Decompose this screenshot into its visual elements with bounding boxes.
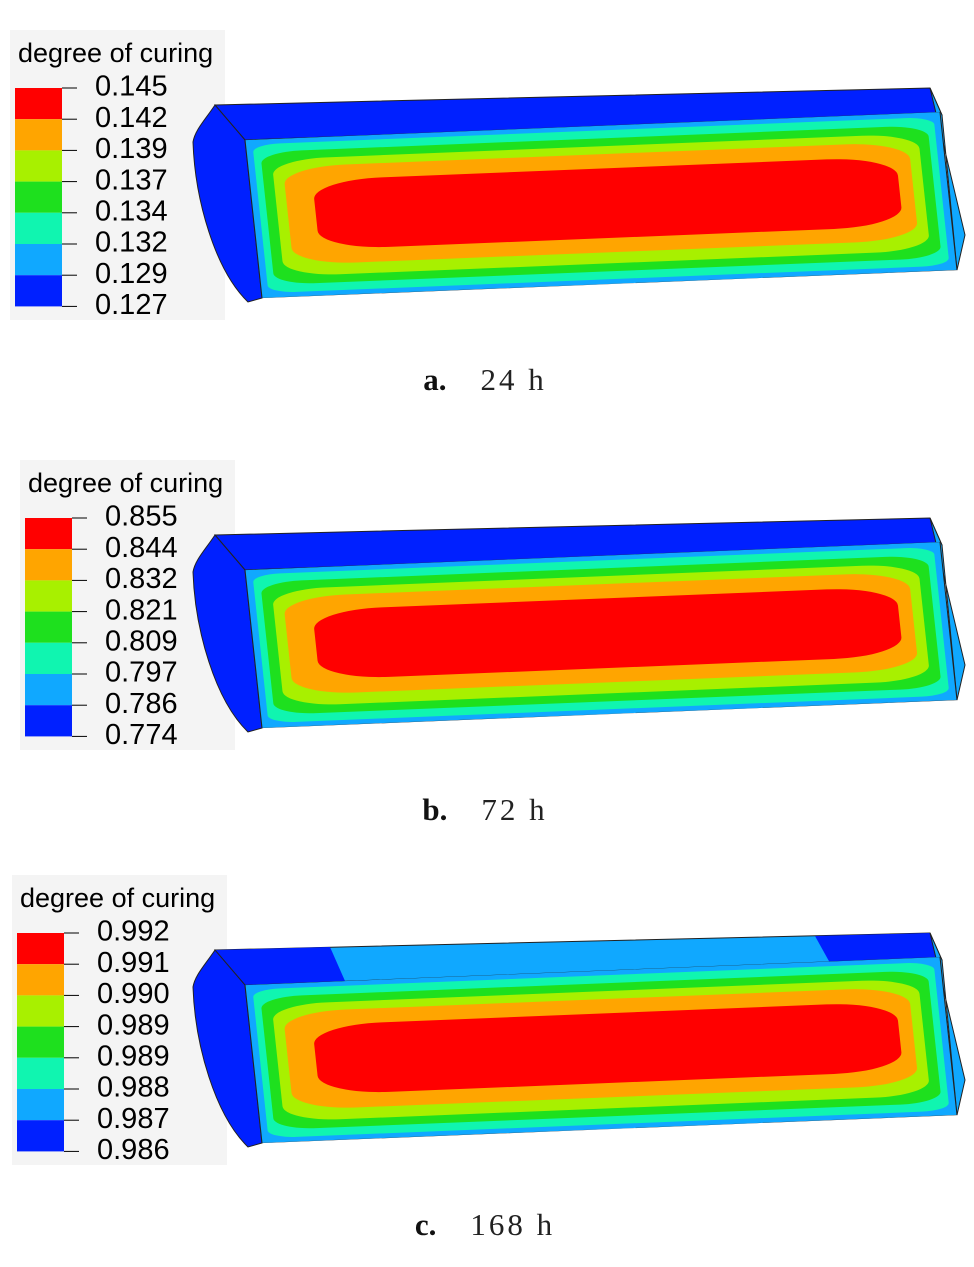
legend-band	[15, 181, 62, 213]
contour-band	[314, 1004, 902, 1093]
legend-label: 0.809	[105, 625, 178, 657]
legend-band	[25, 580, 72, 612]
panel: degree of curing0.9920.9910.9900.9890.98…	[12, 875, 966, 1242]
caption-spacer	[447, 792, 481, 827]
end-cap	[192, 104, 263, 303]
legend-band	[25, 611, 72, 643]
face-outline	[244, 541, 958, 729]
legend-band	[15, 275, 62, 307]
legend-label: 0.134	[95, 195, 168, 227]
legend-label: 0.127	[95, 289, 168, 321]
legend-band	[17, 1057, 64, 1089]
caption: b. 72 h	[422, 792, 547, 827]
legend-label: 0.844	[105, 532, 178, 564]
front-face	[244, 956, 958, 1144]
legend-band	[15, 88, 62, 120]
end-cap	[192, 949, 263, 1148]
contour-band	[314, 589, 902, 678]
legend-label: 0.142	[95, 102, 168, 134]
caption: c. 168 h	[415, 1207, 555, 1242]
caption-spacer	[436, 1207, 470, 1242]
legend-label: 0.137	[95, 164, 168, 196]
legend-label: 0.821	[105, 594, 178, 626]
end-cap	[192, 534, 263, 733]
caption-letter: a.	[423, 362, 446, 397]
caption: a. 24 h	[423, 362, 547, 397]
legend-label: 0.989	[97, 1009, 170, 1041]
panel: degree of curing0.1450.1420.1390.1370.13…	[10, 30, 966, 397]
legend-label: 0.990	[97, 978, 170, 1010]
caption-spacer	[447, 362, 481, 397]
legend-label: 0.129	[95, 258, 168, 290]
front-face	[244, 111, 958, 299]
legend-label: 0.797	[105, 657, 178, 689]
caption-letter: b.	[422, 792, 447, 827]
legend-band	[17, 964, 64, 996]
legend-band	[17, 1026, 64, 1058]
legend-label: 0.992	[97, 916, 170, 948]
legend-band	[17, 995, 64, 1027]
legend-label: 0.986	[97, 1134, 170, 1166]
legend-band	[17, 1120, 64, 1152]
face-outline	[244, 956, 958, 1144]
legend-label: 0.774	[105, 719, 178, 751]
panel: degree of curing0.8550.8440.8320.8210.80…	[20, 460, 966, 827]
legend-label: 0.145	[95, 71, 168, 103]
legend-title: degree of curing	[28, 468, 223, 498]
caption-time: 72 h	[481, 792, 547, 827]
legend-label: 0.855	[105, 501, 178, 533]
legend-band	[25, 549, 72, 581]
caption-time: 24 h	[481, 362, 547, 397]
legend-label: 0.132	[95, 227, 168, 259]
legend-band	[15, 212, 62, 244]
legend-title: degree of curing	[20, 883, 215, 913]
face-outline	[244, 111, 958, 299]
legend-band	[15, 150, 62, 182]
caption-time: 168 h	[470, 1207, 555, 1242]
legend-band	[17, 1089, 64, 1121]
front-face	[244, 541, 958, 729]
legend-label: 0.987	[97, 1103, 170, 1135]
legend-band	[25, 705, 72, 737]
top-face-end	[815, 933, 942, 963]
legend-label: 0.139	[95, 133, 168, 165]
legend-band	[17, 933, 64, 965]
legend-label: 0.991	[97, 947, 170, 979]
top-face-end	[215, 947, 345, 985]
caption-letter: c.	[415, 1207, 437, 1242]
legend-band	[25, 642, 72, 674]
contour-band	[314, 159, 902, 248]
legend-title: degree of curing	[18, 38, 213, 68]
legend-label: 0.989	[97, 1040, 170, 1072]
legend-label: 0.988	[97, 1072, 170, 1104]
legend-band	[25, 674, 72, 706]
legend-label: 0.832	[105, 563, 178, 595]
legend-label: 0.786	[105, 688, 178, 720]
legend-band	[15, 119, 62, 151]
legend-band	[15, 244, 62, 276]
legend-band	[25, 518, 72, 550]
